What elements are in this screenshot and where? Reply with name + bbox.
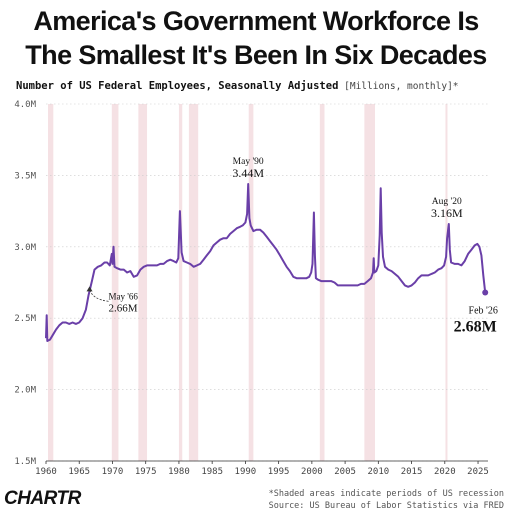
- subtitle-text: Number of US Federal Employees, Seasonal…: [16, 80, 339, 92]
- x-tick-label: 1975: [135, 467, 157, 477]
- x-tick-label: 1960: [35, 467, 57, 477]
- x-tick-label: 2020: [434, 467, 456, 477]
- footnote: *Shaded areas indicate periods of US rec…: [269, 488, 504, 512]
- subtitle-units: [Millions, monthly]*: [338, 81, 459, 92]
- annotation-value: 2.66M: [109, 302, 138, 314]
- recession-band: [138, 104, 148, 461]
- x-tick-label: 1990: [235, 467, 257, 477]
- recession-note: *Shaded areas indicate periods of US rec…: [268, 489, 504, 499]
- x-tick-label: 2010: [367, 467, 389, 477]
- annotation-date: May '90: [233, 157, 264, 167]
- annotations: May '662.66M May '903.44M Aug '203.16M Feb …: [86, 157, 498, 335]
- recession-bands: [47, 104, 448, 461]
- recession-band: [188, 104, 199, 461]
- annotation-value: 3.44M: [232, 166, 264, 180]
- source-note: Source: US Bureau of Labor Statistics vi…: [268, 501, 504, 511]
- y-tick-label: 4.0M: [14, 100, 36, 110]
- title-line-2: The Smallest It's Been In Six Decades: [25, 40, 487, 70]
- y-tick-label: 2.5M: [14, 314, 36, 324]
- recession-band: [178, 104, 183, 461]
- x-tick-label: 2015: [401, 467, 423, 477]
- y-tick-label: 3.0M: [14, 243, 36, 253]
- series-group: [45, 183, 489, 342]
- x-axis: 1960 1965 1970 1975 1980 1985 1990 1995 2000 2005…: [35, 461, 489, 477]
- end-point-marker: [482, 289, 489, 296]
- chart-title: America's Government Workforce Is The Sm…: [0, 4, 512, 72]
- annotation-value: 2.68M: [454, 318, 497, 335]
- recession-band: [111, 104, 119, 461]
- x-tick-label: 2005: [334, 467, 356, 477]
- x-tick-label: 1995: [268, 467, 290, 477]
- x-tick-label: 1980: [168, 467, 190, 477]
- recession-band: [364, 104, 376, 461]
- y-axis: 1.5M 2.0M 2.5M 3.0M 3.5M 4.0M: [14, 100, 36, 467]
- annotation-value: 3.16M: [431, 206, 463, 220]
- x-tick-label: 1985: [201, 467, 223, 477]
- annotation-arrowhead: [86, 286, 93, 292]
- series-line-federal-employees: [45, 183, 487, 342]
- x-tick-label: 2025: [467, 467, 489, 477]
- y-tick-label: 2.0M: [14, 386, 36, 396]
- chartr-logo: CHARTR: [4, 488, 81, 509]
- recession-band: [319, 104, 325, 461]
- grid-lines: [46, 103, 488, 462]
- recession-band: [47, 104, 54, 461]
- x-tick-label: 1965: [68, 467, 90, 477]
- chart-subtitle: Number of US Federal Employees, Seasonal…: [16, 80, 506, 92]
- annotation-date: Feb '26: [469, 305, 498, 316]
- annotation-date: May '66: [109, 291, 139, 301]
- y-tick-label: 1.5M: [14, 457, 36, 467]
- title-line-1: America's Government Workforce Is: [33, 6, 479, 36]
- x-tick-label: 1970: [102, 467, 124, 477]
- recession-band: [445, 104, 448, 461]
- recession-band: [248, 104, 254, 461]
- x-tick-label: 2000: [301, 467, 323, 477]
- annotation-date: Aug '20: [432, 197, 462, 207]
- y-tick-label: 3.5M: [14, 171, 36, 181]
